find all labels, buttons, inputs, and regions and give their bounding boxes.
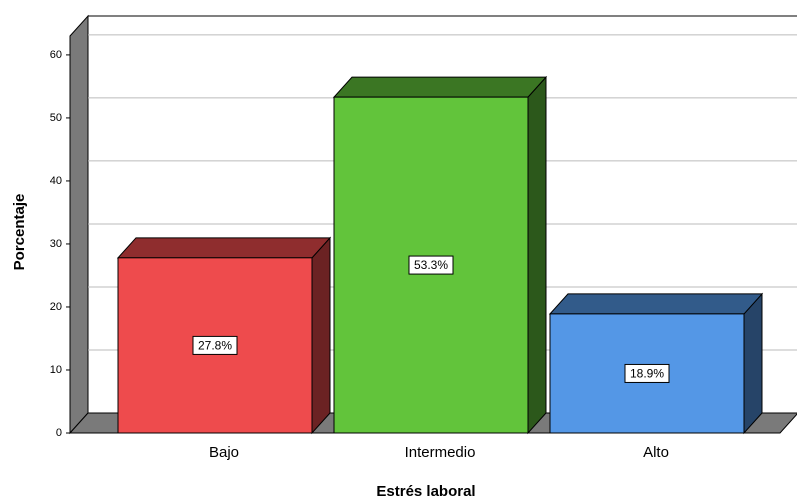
x-tick-label: Bajo bbox=[209, 444, 239, 461]
value-label: 27.8% bbox=[198, 339, 232, 353]
y-tick-label: 10 bbox=[50, 364, 62, 376]
bar-top bbox=[332, 76, 548, 98]
value-label-box bbox=[408, 255, 454, 275]
left-wall bbox=[69, 14, 89, 435]
x-tick-label: Alto bbox=[643, 444, 669, 461]
y-tick-label: 60 bbox=[50, 49, 62, 61]
y-tick-label: 0 bbox=[56, 427, 62, 439]
value-label: 53.3% bbox=[414, 258, 448, 272]
bar-side bbox=[743, 292, 763, 435]
value-label: 18.9% bbox=[630, 367, 664, 381]
bar-top bbox=[548, 293, 764, 315]
y-tick-label: 20 bbox=[50, 301, 62, 313]
y-tick-label: 50 bbox=[50, 112, 62, 124]
x-tick-label: Intermedio bbox=[405, 444, 476, 461]
bar-side bbox=[527, 75, 547, 435]
x-axis-title: Estrés laboral bbox=[376, 483, 475, 500]
y-tick-label: 30 bbox=[50, 238, 62, 250]
y-tick-label: 40 bbox=[50, 175, 62, 187]
y-axis-title: Porcentaje bbox=[11, 194, 28, 271]
value-label-box bbox=[192, 335, 238, 355]
bar-side bbox=[311, 236, 331, 435]
bar-top bbox=[116, 237, 332, 259]
value-label-box bbox=[624, 363, 670, 383]
